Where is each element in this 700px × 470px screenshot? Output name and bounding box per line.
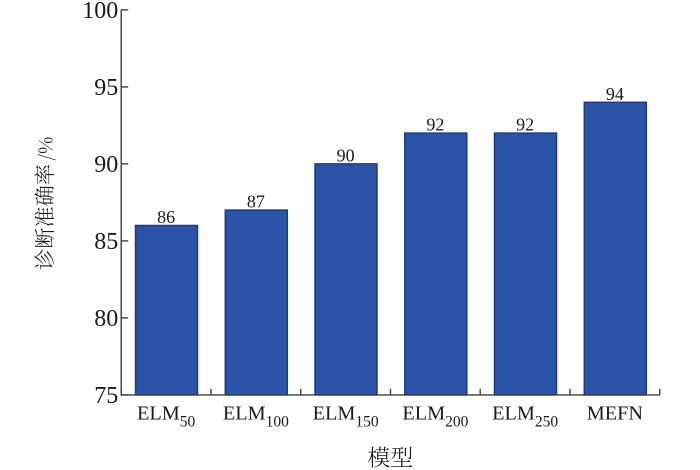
svg-text:95: 95 [94, 75, 118, 101]
svg-text:94: 94 [606, 84, 624, 104]
svg-text:86: 86 [157, 207, 175, 227]
svg-text:92: 92 [516, 115, 534, 135]
svg-text:90: 90 [94, 152, 118, 178]
svg-text:100: 100 [82, 0, 118, 24]
svg-text:MEFN: MEFN [587, 403, 644, 425]
svg-text:90: 90 [337, 146, 355, 166]
svg-text:92: 92 [426, 115, 444, 135]
svg-text:87: 87 [247, 192, 265, 212]
svg-text:75: 75 [94, 383, 118, 409]
svg-text:85: 85 [94, 229, 118, 255]
svg-text:80: 80 [94, 306, 118, 332]
